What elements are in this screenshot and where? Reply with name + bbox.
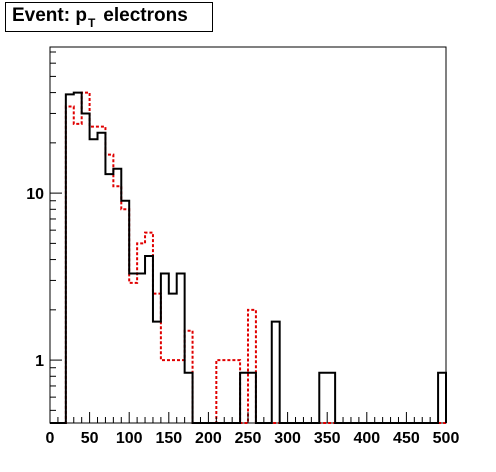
x-tick-label: 100 [116,430,143,447]
x-tick-label: 450 [393,430,420,447]
title-prefix: Event: p [12,5,87,26]
title-subscript: T [87,16,96,30]
x-tick-label: 350 [314,430,341,447]
x-tick-label: 200 [195,430,222,447]
x-tick-label: 150 [155,430,182,447]
histogram-layer [50,91,447,424]
histogram-series-1 [50,91,447,424]
x-tick-label: 300 [274,430,301,447]
x-tick-label: 250 [235,430,262,447]
title-suffix: electrons [103,5,188,26]
chart-title: Event: pT electrons [5,2,213,32]
y-tick-label: 10 [26,186,44,203]
x-tick-label: 400 [353,430,380,447]
y-tick-label: 1 [35,353,44,370]
x-tick-label: 0 [46,430,55,447]
axis-layer: 0 50 100 150 200 250 300 350 400 450 500 1 10 [26,51,460,447]
x-tick-label: 500 [433,430,460,447]
plot-frame [49,46,447,424]
x-tick-label: 50 [81,430,99,447]
